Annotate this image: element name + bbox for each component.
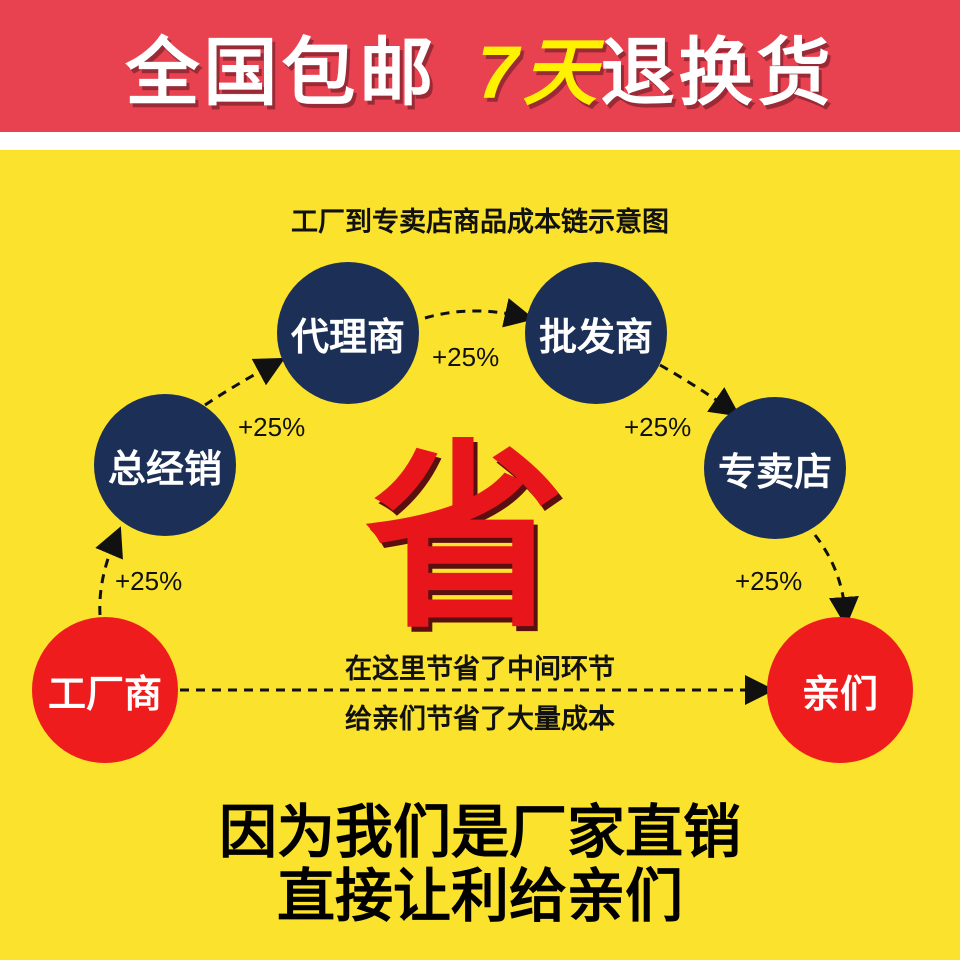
top-banner: 全国包邮 7天退换货 xyxy=(0,0,960,132)
markup-label: +25% xyxy=(432,342,500,372)
arrow-factory-general xyxy=(95,526,123,616)
center-text-line2: 给亲们节省了大量成本 xyxy=(345,704,615,734)
banner-returns: 退换货 xyxy=(600,30,835,114)
center-text-line1: 在这里节省了中间环节 xyxy=(345,654,615,684)
save-character: 省 xyxy=(364,428,565,651)
markup-label: +25% xyxy=(735,566,803,596)
arrow-wholesale-store xyxy=(659,363,741,417)
markup-label: +25% xyxy=(115,566,183,596)
diagram-area xyxy=(0,150,960,960)
banner-free-shipping: 全国包邮 xyxy=(125,30,438,114)
node-factory: 工厂商 xyxy=(32,617,178,763)
node-store: 专卖店 xyxy=(704,397,846,539)
arrow-agent-wholesale xyxy=(424,298,535,328)
arrow-general-agent xyxy=(204,357,286,407)
bottom-text-line1: 因为我们是厂家直销 xyxy=(218,800,741,865)
node-agent: 代理商 xyxy=(277,262,419,404)
bottom-text-line2: 直接让利给亲们 xyxy=(276,864,683,929)
arrow-store-customer xyxy=(813,534,859,627)
node-customer: 亲们 xyxy=(767,617,913,763)
node-general-distributor: 总经销 xyxy=(94,394,236,536)
diagram-title: 工厂到专卖店商品成本链示意图 xyxy=(291,207,669,237)
markup-label: +25% xyxy=(238,412,306,442)
markup-label: +25% xyxy=(624,412,692,442)
node-wholesaler: 批发商 xyxy=(525,262,667,404)
banner-seven-days: 7天 xyxy=(477,30,601,114)
